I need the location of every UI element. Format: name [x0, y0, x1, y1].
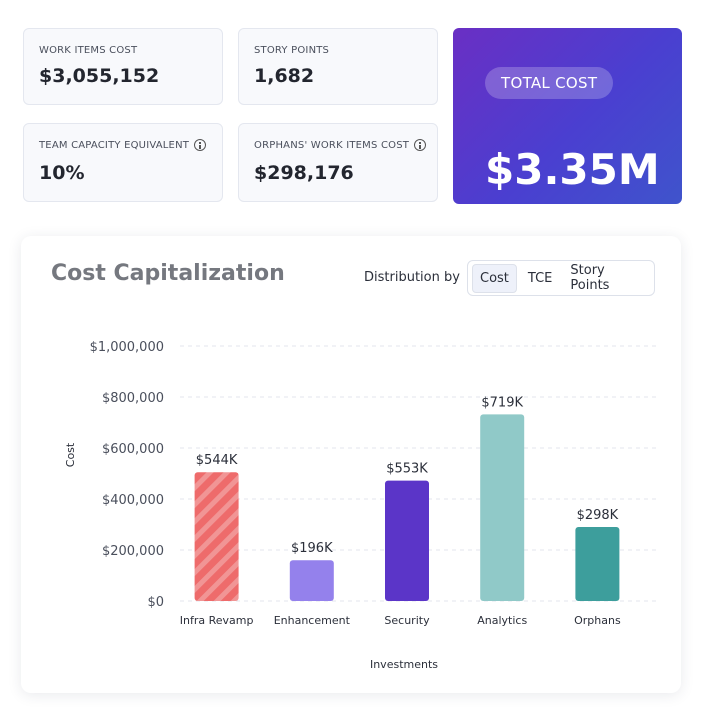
- metric-value: 1,682: [254, 65, 315, 87]
- metric-card-team-capacity: TEAM CAPACITY EQUIVALENT 10%: [23, 123, 223, 202]
- total-cost-card: TOTAL COST $3.35M: [453, 28, 682, 204]
- total-cost-label: TOTAL COST: [485, 67, 614, 99]
- metric-value: 10%: [39, 162, 85, 184]
- metric-card-work-items-cost: WORK ITEMS COST $3,055,152: [23, 28, 223, 105]
- total-cost-value: $3.35M: [485, 145, 660, 194]
- metric-label-row: TEAM CAPACITY EQUIVALENT: [39, 139, 207, 151]
- metric-card-story-points: STORY POINTS 1,682: [238, 28, 438, 105]
- metric-label-row: ORPHANS' WORK ITEMS COST: [254, 139, 427, 151]
- metric-label: STORY POINTS: [254, 45, 330, 56]
- distribution-option-cost[interactable]: Cost: [472, 263, 517, 293]
- metric-value: $298,176: [254, 162, 354, 184]
- distribution-option-tce[interactable]: TCE: [527, 270, 553, 286]
- metric-card-orphans-cost: ORPHANS' WORK ITEMS COST $298,176: [238, 123, 438, 202]
- distribution-toggle: Cost TCE Story Points: [467, 260, 655, 296]
- distribution-option-story-points[interactable]: Story Points: [570, 263, 610, 293]
- info-icon[interactable]: [194, 139, 207, 151]
- panel-title: Cost Capitalization: [51, 261, 285, 286]
- cost-capitalization-panel: Cost Capitalization Distribution by Cost…: [21, 236, 681, 693]
- metric-label: TEAM CAPACITY EQUIVALENT: [39, 139, 190, 151]
- metric-label: ORPHANS' WORK ITEMS COST: [254, 139, 410, 151]
- metric-label: WORK ITEMS COST: [39, 45, 138, 56]
- distribution-label: Distribution by: [364, 270, 460, 285]
- info-icon[interactable]: [414, 139, 427, 151]
- metric-value: $3,055,152: [39, 65, 160, 87]
